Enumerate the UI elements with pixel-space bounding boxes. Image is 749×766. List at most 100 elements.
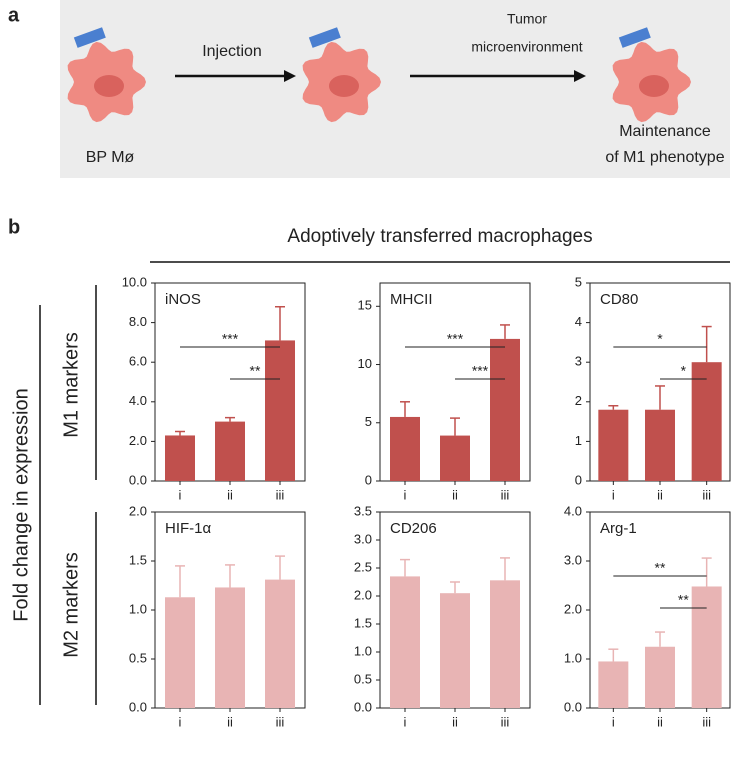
y-tick-label: 10 [358, 356, 372, 371]
arrow-label: Injection [202, 43, 262, 60]
particle [308, 27, 341, 48]
y-tick-label: 8.0 [129, 314, 147, 329]
y-tick-label: 1.5 [129, 552, 147, 567]
y-tick-label: 0.5 [354, 671, 372, 686]
significance-label: *** [222, 331, 239, 347]
y-tick-label: 2 [575, 393, 582, 408]
nucleus [94, 75, 124, 97]
bar [265, 340, 295, 481]
bar [165, 435, 195, 481]
x-tick-label: iii [702, 714, 711, 729]
y-tick-label: 5 [575, 274, 582, 289]
x-tick-label: ii [227, 487, 233, 502]
y-tick-label: 0 [365, 472, 372, 487]
bar [165, 597, 195, 708]
y-tick-label: 3.0 [564, 552, 582, 567]
y-tick-label: 4.0 [564, 503, 582, 518]
x-tick-label: i [404, 714, 407, 729]
chart-title: HIF-1α [165, 520, 212, 537]
bar [215, 421, 245, 481]
x-tick-label: ii [657, 714, 663, 729]
y-tick-label: 1 [575, 433, 582, 448]
x-tick-label: ii [452, 487, 458, 502]
y-tick-label: 2.0 [129, 433, 147, 448]
bar [645, 646, 675, 708]
y-tick-label: 4.0 [129, 393, 147, 408]
x-tick-label: i [612, 487, 615, 502]
row-label: M2 markers [60, 552, 82, 658]
x-tick-label: ii [227, 714, 233, 729]
cells [67, 27, 691, 123]
y-title: Fold change in expression [10, 388, 32, 621]
x-tick-label: iii [501, 487, 510, 502]
chart-title: iNOS [165, 291, 201, 308]
bar [490, 338, 520, 481]
arrow-head [574, 70, 586, 82]
x-tick-label: ii [452, 714, 458, 729]
y-tick-label: 0.5 [129, 650, 147, 665]
chart-title: CD206 [390, 520, 437, 537]
particle [73, 27, 106, 48]
cell-label: BP Mø [86, 149, 135, 166]
y-tick-label: 4 [575, 314, 582, 329]
x-tick-label: iii [276, 487, 285, 502]
y-tick-label: 1.0 [354, 643, 372, 658]
y-tick-label: 5 [365, 414, 372, 429]
significance-label: ** [250, 363, 261, 379]
bar [598, 661, 629, 708]
y-tick-label: 2.0 [354, 587, 372, 602]
cell-label: of M1 phenotype [605, 149, 724, 166]
x-tick-label: iii [702, 487, 711, 502]
arrow-label: Tumor [507, 11, 547, 27]
y-tick-label: 1.5 [354, 615, 372, 630]
bar [440, 593, 470, 708]
nucleus [329, 75, 359, 97]
x-tick-label: i [179, 714, 182, 729]
particle [618, 27, 651, 48]
bar [691, 586, 722, 708]
x-tick-label: i [404, 487, 407, 502]
x-tick-label: i [612, 714, 615, 729]
nucleus [639, 75, 669, 97]
bar [215, 587, 245, 708]
y-tick-label: 1.0 [564, 650, 582, 665]
x-tick-label: i [179, 487, 182, 502]
y-tick-label: 10.0 [122, 274, 147, 289]
bar [440, 435, 470, 481]
significance-label: ** [678, 592, 689, 608]
bar [390, 576, 420, 708]
y-tick-label: 15 [358, 298, 372, 313]
bar [390, 416, 420, 481]
y-tick-label: 0.0 [564, 699, 582, 714]
bar [691, 362, 722, 481]
y-tick-label: 0.0 [354, 699, 372, 714]
y-tick-label: 2.0 [129, 503, 147, 518]
row-label: M1 markers [60, 332, 82, 438]
chart-title: MHCII [390, 291, 433, 308]
y-tick-label: 0 [575, 472, 582, 487]
y-tick-label: 3.5 [354, 503, 372, 518]
y-tick-label: 0.0 [129, 699, 147, 714]
cell-label: Maintenance [619, 123, 711, 140]
panel-label: a [8, 4, 20, 26]
y-tick-label: 1.0 [129, 601, 147, 616]
y-tick-label: 3.0 [354, 531, 372, 546]
x-tick-label: ii [657, 487, 663, 502]
bar [490, 580, 520, 708]
y-tick-label: 2.5 [354, 559, 372, 574]
bar [598, 409, 629, 481]
y-tick-label: 6.0 [129, 354, 147, 369]
significance-label: ** [655, 560, 666, 576]
significance-label: * [657, 331, 663, 347]
y-tick-label: 2.0 [564, 601, 582, 616]
x-tick-label: iii [501, 714, 510, 729]
bar [645, 409, 675, 481]
group-title: Adoptively transferred macrophages [287, 226, 592, 247]
significance-label: *** [472, 363, 489, 379]
y-tick-label: 0.0 [129, 472, 147, 487]
chart-title: CD80 [600, 291, 638, 308]
arrow-label: microenvironment [471, 39, 582, 55]
chart-title: Arg-1 [600, 520, 637, 537]
significance-label: * [681, 363, 687, 379]
